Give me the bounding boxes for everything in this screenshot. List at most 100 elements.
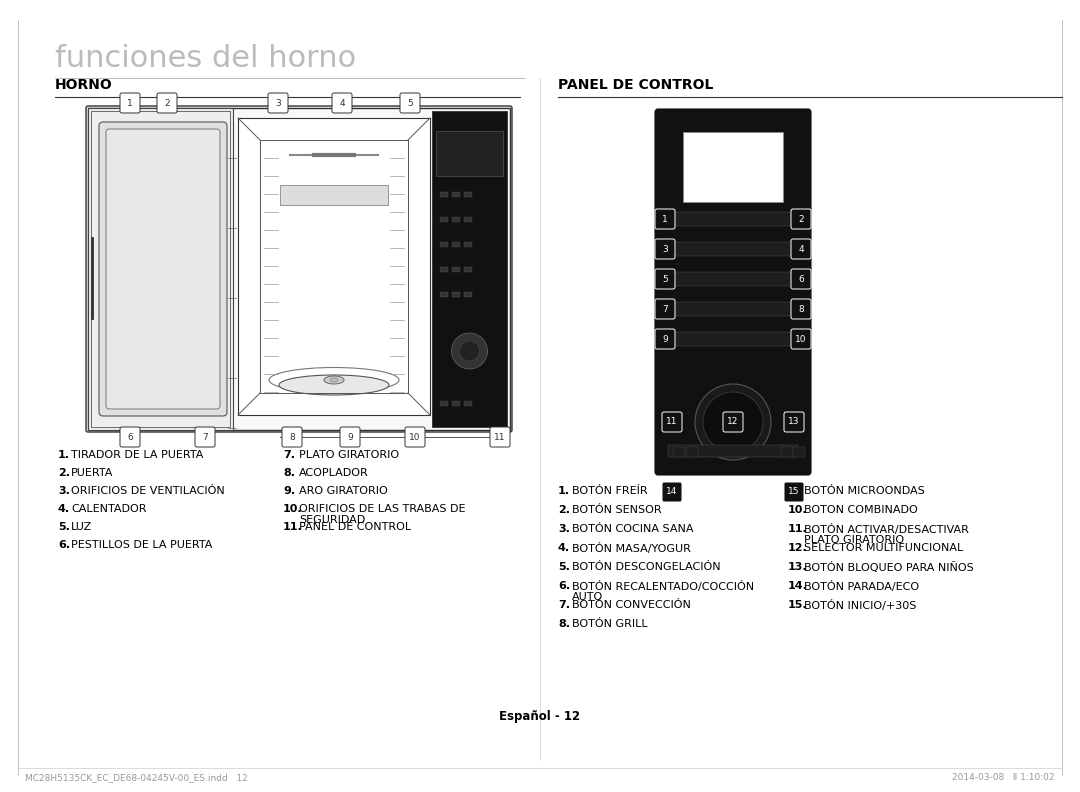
Ellipse shape bbox=[330, 378, 338, 382]
Text: 15.: 15. bbox=[788, 600, 808, 610]
Text: 1: 1 bbox=[662, 215, 667, 223]
FancyBboxPatch shape bbox=[332, 93, 352, 113]
Text: 4: 4 bbox=[339, 98, 345, 108]
Text: 10.: 10. bbox=[788, 505, 808, 515]
Circle shape bbox=[451, 333, 487, 369]
Text: BOTÓN COCINA SANA: BOTÓN COCINA SANA bbox=[572, 524, 693, 534]
Bar bbox=[673, 447, 685, 457]
Text: 12.: 12. bbox=[788, 543, 808, 553]
Text: ORIFICIOS DE VENTILACIÓN: ORIFICIOS DE VENTILACIÓN bbox=[71, 486, 225, 496]
Bar bbox=[464, 401, 472, 406]
Text: 2014-03-08   Ⅱ 1:10:02: 2014-03-08 Ⅱ 1:10:02 bbox=[953, 773, 1055, 782]
FancyBboxPatch shape bbox=[791, 239, 811, 259]
FancyBboxPatch shape bbox=[654, 209, 675, 229]
Circle shape bbox=[459, 341, 480, 361]
Text: 7: 7 bbox=[202, 432, 207, 441]
FancyBboxPatch shape bbox=[654, 269, 675, 289]
Text: LUZ: LUZ bbox=[71, 522, 92, 532]
Text: BOTÓN MASA/YOGUR: BOTÓN MASA/YOGUR bbox=[572, 543, 691, 554]
FancyBboxPatch shape bbox=[654, 239, 675, 259]
Text: 11: 11 bbox=[495, 432, 505, 441]
FancyBboxPatch shape bbox=[268, 93, 288, 113]
Bar bbox=[440, 192, 448, 197]
Text: BOTÓN BLOQUEO PARA NIÑOS: BOTÓN BLOQUEO PARA NIÑOS bbox=[804, 562, 974, 573]
Bar bbox=[669, 302, 798, 316]
Text: 10: 10 bbox=[795, 334, 807, 344]
Bar bbox=[440, 292, 448, 297]
Bar bbox=[781, 447, 793, 457]
Bar bbox=[793, 447, 805, 457]
Bar bbox=[453, 401, 460, 406]
Text: 6: 6 bbox=[127, 432, 133, 441]
Text: 6: 6 bbox=[798, 275, 804, 284]
Text: 3.: 3. bbox=[558, 524, 570, 534]
Bar bbox=[464, 292, 472, 297]
Text: SEGURIDAD: SEGURIDAD bbox=[299, 515, 365, 525]
FancyBboxPatch shape bbox=[120, 427, 140, 447]
Text: 10.: 10. bbox=[283, 504, 302, 514]
FancyBboxPatch shape bbox=[662, 412, 681, 432]
Text: 11.: 11. bbox=[283, 522, 302, 532]
FancyBboxPatch shape bbox=[490, 427, 510, 447]
Text: 7.: 7. bbox=[558, 600, 570, 610]
FancyBboxPatch shape bbox=[86, 106, 512, 432]
Text: PLATO GIRATORIO: PLATO GIRATORIO bbox=[804, 535, 904, 545]
Bar bbox=[453, 267, 460, 272]
Text: 12: 12 bbox=[727, 417, 739, 427]
Text: BOTÓN CONVECCIÓN: BOTÓN CONVECCIÓN bbox=[572, 600, 691, 610]
Bar bbox=[669, 272, 798, 286]
Text: 9: 9 bbox=[347, 432, 353, 441]
Text: 2.: 2. bbox=[558, 505, 570, 515]
Text: 11: 11 bbox=[666, 417, 678, 427]
Bar bbox=[669, 212, 798, 226]
Text: 13: 13 bbox=[788, 417, 800, 427]
Text: 4: 4 bbox=[798, 245, 804, 253]
Text: TIRADOR DE LA PUERTA: TIRADOR DE LA PUERTA bbox=[71, 450, 203, 460]
FancyBboxPatch shape bbox=[282, 427, 302, 447]
Text: 5: 5 bbox=[407, 98, 413, 108]
FancyBboxPatch shape bbox=[120, 93, 140, 113]
Text: BOTÓN DESCONGELACIÓN: BOTÓN DESCONGELACIÓN bbox=[572, 562, 720, 572]
Text: 1.: 1. bbox=[58, 450, 70, 460]
Text: 3: 3 bbox=[275, 98, 281, 108]
Text: BOTÓN FREÍR: BOTÓN FREÍR bbox=[572, 486, 648, 496]
Text: 9.: 9. bbox=[283, 486, 295, 496]
Text: 15: 15 bbox=[788, 488, 800, 497]
Text: 1: 1 bbox=[127, 98, 133, 108]
Bar bbox=[686, 447, 698, 457]
Text: 14: 14 bbox=[666, 488, 677, 497]
Circle shape bbox=[696, 384, 771, 460]
Bar bbox=[453, 217, 460, 222]
FancyBboxPatch shape bbox=[784, 412, 804, 432]
Text: PUERTA: PUERTA bbox=[71, 468, 113, 478]
Bar bbox=[453, 292, 460, 297]
FancyBboxPatch shape bbox=[405, 427, 426, 447]
Text: 6.: 6. bbox=[58, 540, 70, 550]
Text: 10: 10 bbox=[409, 432, 421, 441]
Bar bbox=[91, 111, 230, 427]
Bar bbox=[87, 108, 233, 430]
Text: 9: 9 bbox=[662, 334, 667, 344]
Bar bbox=[440, 217, 448, 222]
Bar bbox=[683, 132, 783, 202]
Text: 14.: 14. bbox=[788, 581, 808, 591]
Text: 2: 2 bbox=[798, 215, 804, 223]
Text: PESTILLOS DE LA PUERTA: PESTILLOS DE LA PUERTA bbox=[71, 540, 213, 550]
Text: MC28H5135CK_EC_DE68-04245V-00_ES.indd   12: MC28H5135CK_EC_DE68-04245V-00_ES.indd 12 bbox=[25, 773, 247, 782]
Text: PANEL DE CONTROL: PANEL DE CONTROL bbox=[299, 522, 411, 532]
Bar bbox=[440, 267, 448, 272]
FancyBboxPatch shape bbox=[400, 93, 420, 113]
Bar bbox=[453, 242, 460, 247]
Circle shape bbox=[703, 392, 762, 452]
Text: Español - 12: Español - 12 bbox=[499, 710, 581, 723]
Text: SELECTOR MULTIFUNCIONAL: SELECTOR MULTIFUNCIONAL bbox=[804, 543, 963, 553]
FancyBboxPatch shape bbox=[654, 109, 811, 475]
Text: ARO GIRATORIO: ARO GIRATORIO bbox=[299, 486, 388, 496]
FancyBboxPatch shape bbox=[654, 299, 675, 319]
Text: 4.: 4. bbox=[558, 543, 570, 553]
Text: 8: 8 bbox=[798, 304, 804, 314]
Text: PLATO GIRATORIO: PLATO GIRATORIO bbox=[299, 450, 400, 460]
Text: 3: 3 bbox=[662, 245, 667, 253]
Bar bbox=[464, 267, 472, 272]
Bar bbox=[669, 445, 798, 457]
